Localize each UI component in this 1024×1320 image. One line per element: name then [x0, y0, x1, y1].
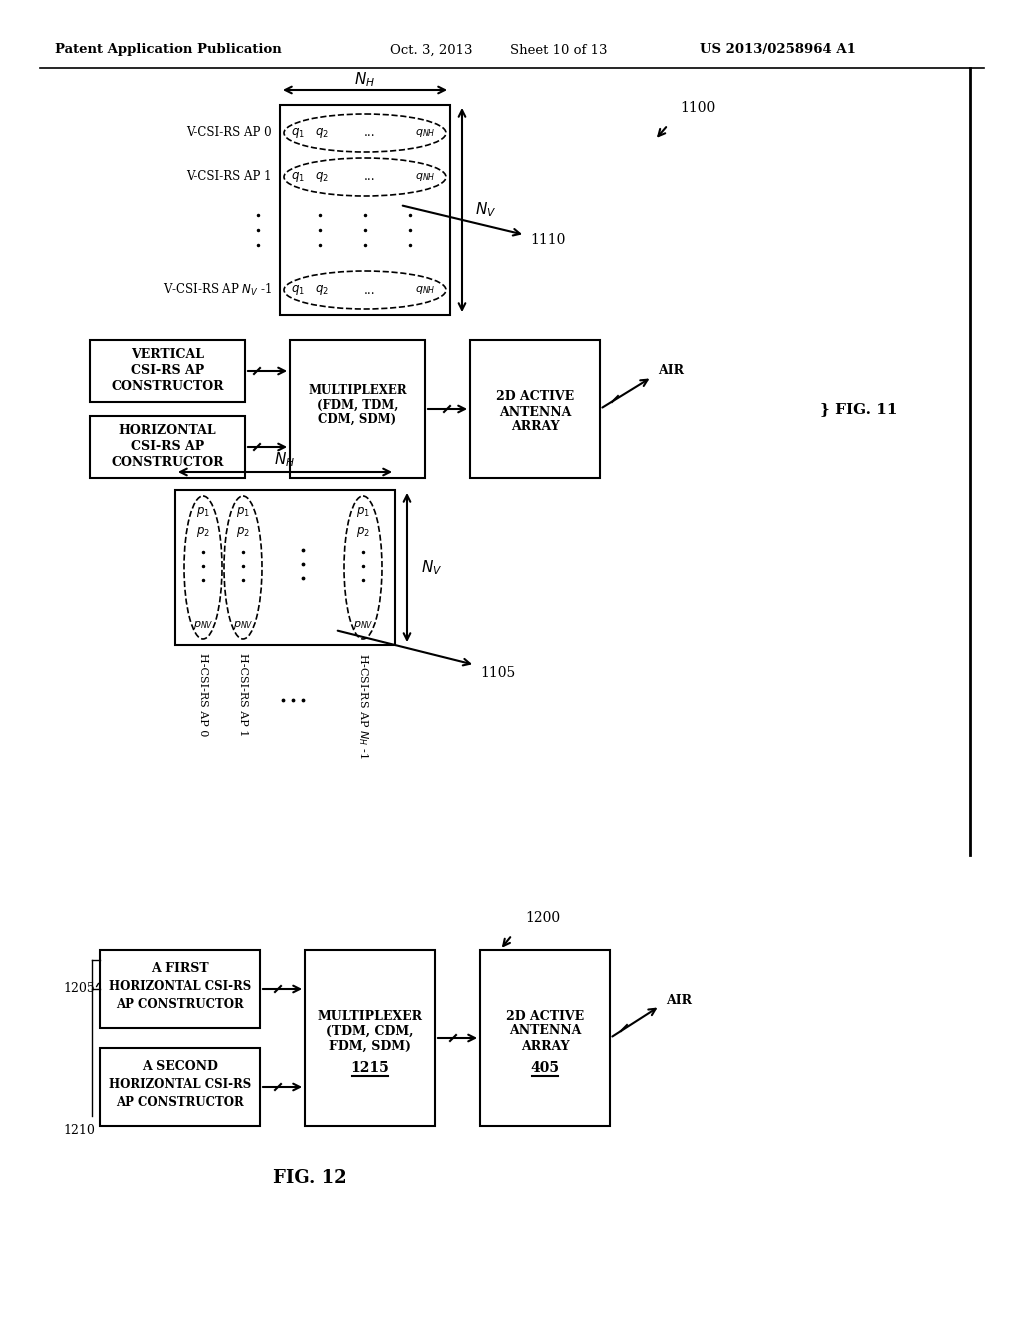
Text: $p_2$: $p_2$ [356, 525, 370, 539]
Text: $q_1$: $q_1$ [291, 170, 305, 183]
Bar [90, 416, 245, 478]
Text: V-CSI-RS AP 1: V-CSI-RS AP 1 [186, 170, 272, 183]
Text: FDM, SDM): FDM, SDM) [329, 1040, 411, 1052]
Text: $p_{NV}$: $p_{NV}$ [193, 619, 213, 631]
Text: 2D ACTIVE: 2D ACTIVE [496, 391, 574, 404]
Text: 1205: 1205 [63, 982, 95, 995]
Text: $q_1$: $q_1$ [291, 125, 305, 140]
Text: $N_H$: $N_H$ [354, 71, 376, 90]
Text: (FDM, TDM,: (FDM, TDM, [316, 399, 398, 412]
Text: ...: ... [365, 127, 376, 140]
Text: ANTENNA: ANTENNA [499, 405, 571, 418]
Text: H-CSI-RS AP 0: H-CSI-RS AP 0 [198, 653, 208, 737]
Bar [100, 1048, 260, 1126]
Bar [290, 341, 425, 478]
Text: $q_{NH}$: $q_{NH}$ [415, 172, 435, 183]
Text: V-CSI-RS AP $N_V$ -1: V-CSI-RS AP $N_V$ -1 [163, 282, 272, 298]
Text: ARRAY: ARRAY [520, 1040, 569, 1052]
Text: CSI-RS AP: CSI-RS AP [131, 363, 204, 376]
Text: 1100: 1100 [680, 102, 715, 115]
Text: MULTIPLEXER: MULTIPLEXER [308, 384, 407, 397]
Text: AP CONSTRUCTOR: AP CONSTRUCTOR [116, 1096, 244, 1109]
Text: A SECOND: A SECOND [142, 1060, 218, 1072]
Text: CSI-RS AP: CSI-RS AP [131, 440, 204, 453]
Text: CONSTRUCTOR: CONSTRUCTOR [112, 455, 224, 469]
Text: CDM, SDM): CDM, SDM) [318, 412, 396, 425]
Text: FIG. 12: FIG. 12 [273, 1170, 347, 1187]
Text: $p_1$: $p_1$ [196, 506, 210, 519]
Bar [470, 341, 600, 478]
Text: $q_2$: $q_2$ [315, 125, 329, 140]
Text: Oct. 3, 2013: Oct. 3, 2013 [390, 44, 472, 57]
Text: $N_V$: $N_V$ [475, 201, 497, 219]
Bar [90, 341, 245, 403]
Text: } FIG. 11: } FIG. 11 [820, 403, 897, 416]
Text: HORIZONTAL: HORIZONTAL [119, 425, 216, 437]
Text: $q_{NH}$: $q_{NH}$ [415, 284, 435, 296]
Bar [305, 950, 435, 1126]
Text: 2D ACTIVE: 2D ACTIVE [506, 1010, 584, 1023]
Text: VERTICAL: VERTICAL [131, 348, 204, 362]
Text: $q_2$: $q_2$ [315, 282, 329, 297]
Bar [280, 106, 450, 315]
Text: ARRAY: ARRAY [511, 421, 559, 433]
Text: H-CSI-RS AP $N_H$ -1: H-CSI-RS AP $N_H$ -1 [356, 653, 370, 759]
Text: MULTIPLEXER: MULTIPLEXER [317, 1010, 423, 1023]
Text: H-CSI-RS AP 1: H-CSI-RS AP 1 [238, 653, 248, 737]
Text: 1210: 1210 [63, 1125, 95, 1138]
Text: Patent Application Publication: Patent Application Publication [55, 44, 282, 57]
Text: V-CSI-RS AP 0: V-CSI-RS AP 0 [186, 127, 272, 140]
Text: $p_1$: $p_1$ [236, 506, 250, 519]
Text: $p_{NV}$: $p_{NV}$ [352, 619, 374, 631]
Bar [100, 950, 260, 1028]
Text: $N_H$: $N_H$ [274, 450, 296, 470]
Text: 1105: 1105 [480, 667, 515, 680]
Text: 1110: 1110 [530, 234, 565, 247]
Text: (TDM, CDM,: (TDM, CDM, [327, 1024, 414, 1038]
Text: 1200: 1200 [525, 911, 560, 925]
Text: $q_2$: $q_2$ [315, 170, 329, 183]
Text: CONSTRUCTOR: CONSTRUCTOR [112, 380, 224, 392]
Text: AIR: AIR [658, 364, 684, 378]
Bar [480, 950, 610, 1126]
Text: $q_1$: $q_1$ [291, 282, 305, 297]
Text: AIR: AIR [666, 994, 692, 1006]
Text: ANTENNA: ANTENNA [509, 1024, 582, 1038]
Text: 405: 405 [530, 1061, 559, 1074]
Text: HORIZONTAL CSI-RS: HORIZONTAL CSI-RS [109, 1077, 251, 1090]
Text: A FIRST: A FIRST [152, 961, 209, 974]
Text: $p_2$: $p_2$ [237, 525, 250, 539]
Text: ...: ... [365, 170, 376, 183]
Text: US 2013/0258964 A1: US 2013/0258964 A1 [700, 44, 856, 57]
Text: 1215: 1215 [350, 1061, 389, 1074]
Text: HORIZONTAL CSI-RS: HORIZONTAL CSI-RS [109, 979, 251, 993]
Text: $p_2$: $p_2$ [196, 525, 210, 539]
Text: $N_V$: $N_V$ [421, 558, 442, 577]
Text: $p_{NV}$: $p_{NV}$ [232, 619, 253, 631]
Text: Sheet 10 of 13: Sheet 10 of 13 [510, 44, 607, 57]
Text: AP CONSTRUCTOR: AP CONSTRUCTOR [116, 998, 244, 1011]
Text: ...: ... [365, 284, 376, 297]
Text: $p_1$: $p_1$ [356, 506, 370, 519]
Bar [175, 490, 395, 645]
Text: $q_{NH}$: $q_{NH}$ [415, 127, 435, 139]
